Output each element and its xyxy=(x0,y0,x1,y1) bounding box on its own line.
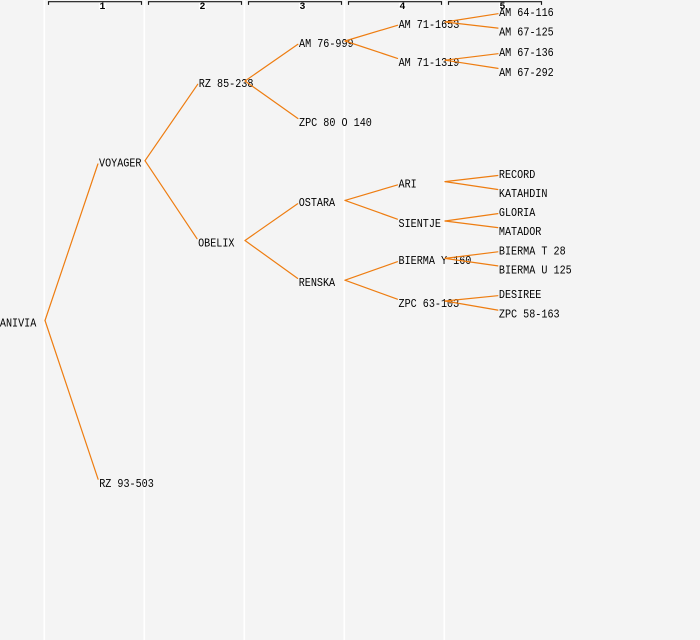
svg-text:RECORD: RECORD xyxy=(499,168,535,182)
svg-text:VOYAGER: VOYAGER xyxy=(99,157,141,171)
svg-text:AM 67-292: AM 67-292 xyxy=(499,66,554,80)
svg-text:ZPC 58-163: ZPC 58-163 xyxy=(499,308,560,322)
svg-text:MATADOR: MATADOR xyxy=(499,225,541,239)
svg-text:GLORIA: GLORIA xyxy=(499,206,536,220)
svg-text:RZ 93-503: RZ 93-503 xyxy=(99,477,154,491)
svg-text:1: 1 xyxy=(100,1,106,12)
svg-text:ZPC 80 O 140: ZPC 80 O 140 xyxy=(299,116,372,130)
svg-text:2: 2 xyxy=(200,1,206,12)
svg-text:ZPC 63-103: ZPC 63-103 xyxy=(399,297,460,311)
svg-text:RENSKA: RENSKA xyxy=(299,276,336,290)
svg-text:AM 67-136: AM 67-136 xyxy=(499,46,554,60)
svg-text:AM 67-125: AM 67-125 xyxy=(499,26,554,40)
svg-text:AM 71-1653: AM 71-1653 xyxy=(399,18,460,32)
svg-text:AM 76-999: AM 76-999 xyxy=(299,37,354,51)
svg-text:BIERMA T 28: BIERMA T 28 xyxy=(499,244,566,258)
svg-text:4: 4 xyxy=(400,1,406,12)
svg-text:ARI: ARI xyxy=(399,177,417,191)
svg-text:OSTARA: OSTARA xyxy=(299,196,336,210)
svg-text:SIENTJE: SIENTJE xyxy=(399,217,441,231)
svg-text:3: 3 xyxy=(300,1,306,12)
svg-text:BIERMA U 125: BIERMA U 125 xyxy=(499,264,572,278)
svg-text:RZ 85-238: RZ 85-238 xyxy=(199,77,254,91)
svg-text:5: 5 xyxy=(500,1,506,12)
svg-text:AM 71-1319: AM 71-1319 xyxy=(399,56,460,70)
svg-text:KATAHDIN: KATAHDIN xyxy=(499,187,548,201)
svg-text:DESIREE: DESIREE xyxy=(499,288,541,302)
svg-text:ANIVIA: ANIVIA xyxy=(0,316,37,330)
svg-text:OBELIX: OBELIX xyxy=(198,236,234,250)
svg-text:AM 64-116: AM 64-116 xyxy=(499,6,554,20)
